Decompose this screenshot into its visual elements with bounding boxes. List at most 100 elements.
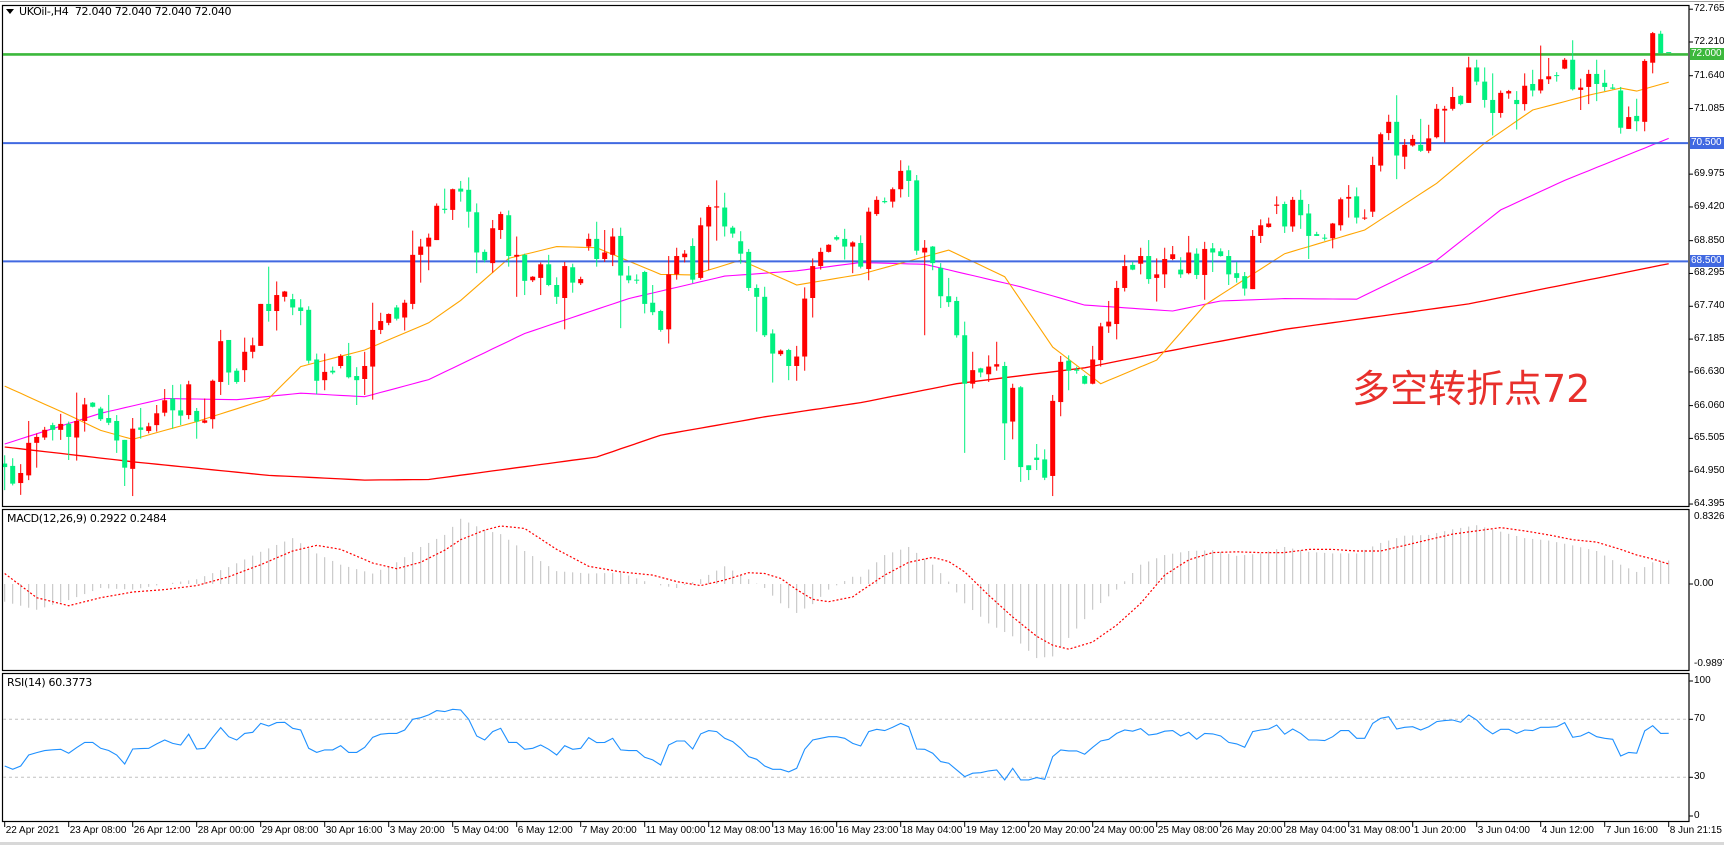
candle [1554,72,1560,82]
candle [1394,95,1400,180]
candle [378,312,384,335]
candle-body [1650,33,1656,63]
candle-body [1546,76,1552,80]
candle-body [1474,67,1480,82]
candle [306,306,312,364]
candle [1162,247,1168,288]
candle [1530,69,1536,97]
candle [482,249,488,263]
candle [570,263,576,293]
candle-body [602,252,608,259]
price-axis-label: 69.975 [1694,168,1724,180]
symbol-header[interactable]: UKOil-,H4 72.040 72.040 72.040 72.040 [6,5,232,18]
candle [1610,83,1616,90]
candle [42,426,48,440]
price-axis-label: 68.295 [1694,267,1724,279]
candle [450,188,456,220]
candle [1362,209,1368,220]
candle [114,415,120,453]
candle [778,349,784,356]
time-axis-label: 6 May 12:00 [517,825,573,836]
candle [154,405,160,432]
candle [1330,222,1336,249]
macd-header: MACD(12,26,9) 0.2922 0.2484 [7,512,167,525]
candle-body [42,429,48,438]
candle-body [1466,67,1472,103]
candle-body [178,410,184,416]
candle-body [754,287,760,297]
candle-body [1378,134,1384,166]
candle [442,188,448,214]
candle [810,258,816,318]
candle [1514,91,1520,130]
candle [1386,114,1392,141]
candle-body [1666,52,1672,54]
candle [634,274,640,284]
candle-body [34,436,40,443]
rsi-axis-label: 70 [1694,713,1706,725]
price-axis-label: 71.085 [1694,102,1724,114]
candle-body [482,251,488,261]
candle-body [946,296,952,303]
candle-body [330,370,336,373]
candle [858,235,864,269]
candle [826,244,832,253]
candle-body [1010,387,1016,422]
candle [586,233,592,251]
candle-body [818,251,824,267]
candle [1522,73,1528,111]
candle-body [1058,361,1064,403]
candle [794,345,800,381]
candle [1130,261,1136,271]
candle [594,221,600,267]
candle-body [1162,258,1168,275]
candle-body [162,400,168,413]
dropdown-triangle-icon[interactable] [6,9,14,14]
time-axis-label: 4 Jun 12:00 [1541,825,1594,836]
candle-body [402,302,408,318]
price-axis-label: 66.630 [1694,365,1724,377]
candle-body [450,189,456,210]
candle-body [1018,387,1024,468]
candle [1602,69,1608,92]
candle-body [1098,326,1104,361]
candle [10,458,16,486]
candle [130,418,136,497]
candle [1186,235,1192,275]
candle-body [690,245,696,280]
candle [1050,394,1056,497]
candle [50,422,56,441]
rsi-axis-label: 100 [1694,675,1711,686]
candle [346,342,352,379]
candle [834,235,840,241]
candle-body [554,284,560,297]
candle [954,296,960,338]
candle [522,253,528,296]
candle-body [306,309,312,361]
price-axis-label: 71.640 [1694,69,1724,81]
candle-body [1570,59,1576,90]
candle-body [1370,164,1376,212]
candle [786,348,792,381]
candle [930,245,936,271]
candle-body [1538,79,1544,91]
candle [106,394,112,426]
candle-body [474,212,480,253]
candle [386,313,392,326]
time-axis-label: 28 May 04:00 [1285,825,1347,836]
candle [234,368,240,384]
candle [1578,78,1584,110]
candle-body [266,303,272,312]
time-axis-label: 19 May 12:00 [965,825,1027,836]
candle [674,247,680,280]
price-axis-label: 67.740 [1694,300,1724,312]
candle [1538,45,1544,94]
candle-body [578,279,584,284]
candle-body [722,207,728,227]
candle [1250,230,1256,290]
candle [194,407,200,439]
candle-body [970,370,976,384]
candle [1138,247,1144,275]
candle-body [1194,253,1200,275]
